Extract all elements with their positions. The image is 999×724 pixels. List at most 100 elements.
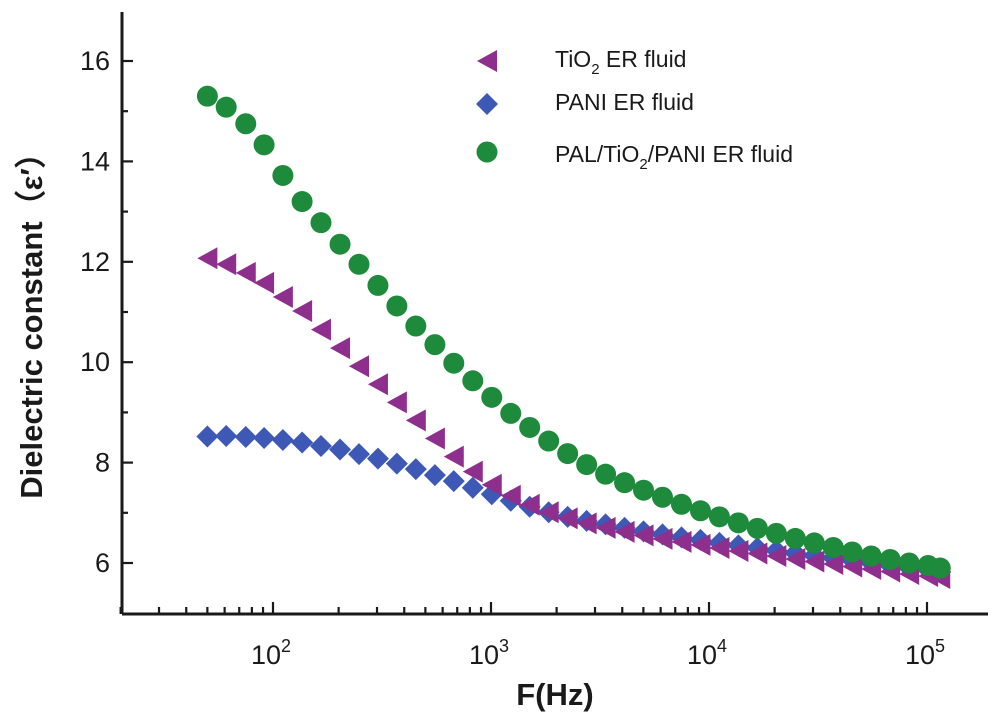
data-point [671, 530, 692, 553]
data-point [310, 318, 331, 341]
data-point [309, 435, 332, 458]
data-point [347, 443, 370, 466]
data-point [348, 253, 370, 275]
y-axis-title: Dielectric constant（ε′） [14, 137, 49, 499]
data-point [823, 553, 844, 576]
legend-item-tio2: TiO2 ER fluid [477, 46, 686, 78]
data-point [329, 233, 351, 255]
x-axis-title: F(Hz) [516, 677, 593, 712]
data-point [500, 402, 522, 424]
data-point [330, 337, 351, 360]
data-point [481, 386, 503, 408]
data-point [216, 253, 237, 276]
data-point [841, 541, 863, 563]
legend-symbol [476, 93, 498, 115]
series-triangle-left [197, 247, 951, 590]
legend-label-pal-tio2-pani: PAL/TiO2/PANI ER fluid [555, 141, 793, 173]
data-point [235, 261, 256, 284]
data-point [614, 520, 635, 543]
data-point [766, 544, 787, 567]
data-point [385, 452, 408, 475]
data-point [272, 164, 294, 186]
data-point [727, 512, 749, 534]
data-point [785, 547, 806, 570]
data-point [271, 429, 294, 452]
legend-label-pani: PANI ER fluid [555, 89, 694, 115]
y-tick-label: 10 [80, 347, 110, 377]
data-point [215, 424, 238, 447]
data-point [595, 516, 616, 539]
x-tick-label: 104 [687, 636, 727, 670]
data-point [310, 212, 332, 234]
y-tick-label: 14 [80, 146, 110, 176]
legend-marker-tio2 [477, 50, 497, 72]
data-point [443, 445, 464, 468]
x-tick-label: 102 [251, 636, 291, 670]
data-point [633, 479, 655, 501]
data-point [348, 355, 369, 378]
data-point [462, 460, 483, 483]
data-point [689, 500, 711, 522]
x-ticks: 102 103 104 105 [119, 602, 945, 670]
data-point [690, 533, 711, 556]
data-point [576, 454, 598, 476]
data-point [804, 550, 825, 573]
data-point [424, 427, 445, 450]
y-tick-label: 8 [95, 448, 110, 478]
y-tick-label: 6 [95, 548, 110, 578]
data-point [519, 416, 541, 438]
data-point [442, 470, 465, 493]
data-point [404, 458, 427, 481]
data-point [461, 476, 484, 499]
data-point [929, 557, 951, 579]
data-point [405, 409, 426, 432]
x-tick-label: 103 [469, 636, 509, 670]
data-point [500, 484, 521, 507]
legend-marker-pani [476, 93, 498, 115]
data-point [272, 285, 293, 308]
data-point [367, 274, 389, 296]
data-point [254, 271, 275, 294]
data-point [652, 527, 673, 550]
data-point [215, 96, 237, 118]
y-tick-label: 16 [80, 46, 110, 76]
data-point [595, 463, 617, 485]
data-point [519, 493, 540, 516]
series-circle [196, 85, 951, 579]
data-point [860, 545, 882, 567]
data-point [423, 464, 446, 487]
data-point [291, 431, 314, 454]
data-point [443, 352, 465, 374]
data-point [765, 522, 787, 544]
data-point [746, 517, 768, 539]
series-layer [196, 85, 952, 590]
data-point [879, 548, 901, 570]
data-point [747, 542, 768, 565]
legend-marker-pal-tio2-pani [476, 141, 498, 163]
data-point [405, 315, 427, 337]
x-tick-label: 105 [905, 636, 945, 670]
data-point [424, 334, 446, 356]
data-point [329, 438, 352, 461]
data-point [253, 427, 276, 450]
legend: TiO2 ER fluid PANI ER fluid PAL/TiO2/PAN… [476, 46, 793, 173]
data-point [709, 536, 730, 559]
legend-item-pani: PANI ER fluid [476, 89, 694, 115]
data-point [898, 552, 920, 574]
data-point [557, 443, 579, 465]
data-point [235, 113, 257, 135]
data-point [292, 299, 313, 322]
data-point [652, 486, 674, 508]
data-point [708, 506, 730, 528]
data-point [822, 536, 844, 558]
data-point [538, 430, 560, 452]
data-point [481, 473, 502, 496]
data-point [670, 493, 692, 515]
data-point [196, 85, 218, 107]
data-point [462, 370, 484, 392]
data-point [386, 391, 407, 414]
legend-symbol [476, 141, 498, 163]
legend-label-tio2: TiO2 ER fluid [555, 46, 686, 78]
data-point [728, 539, 749, 562]
